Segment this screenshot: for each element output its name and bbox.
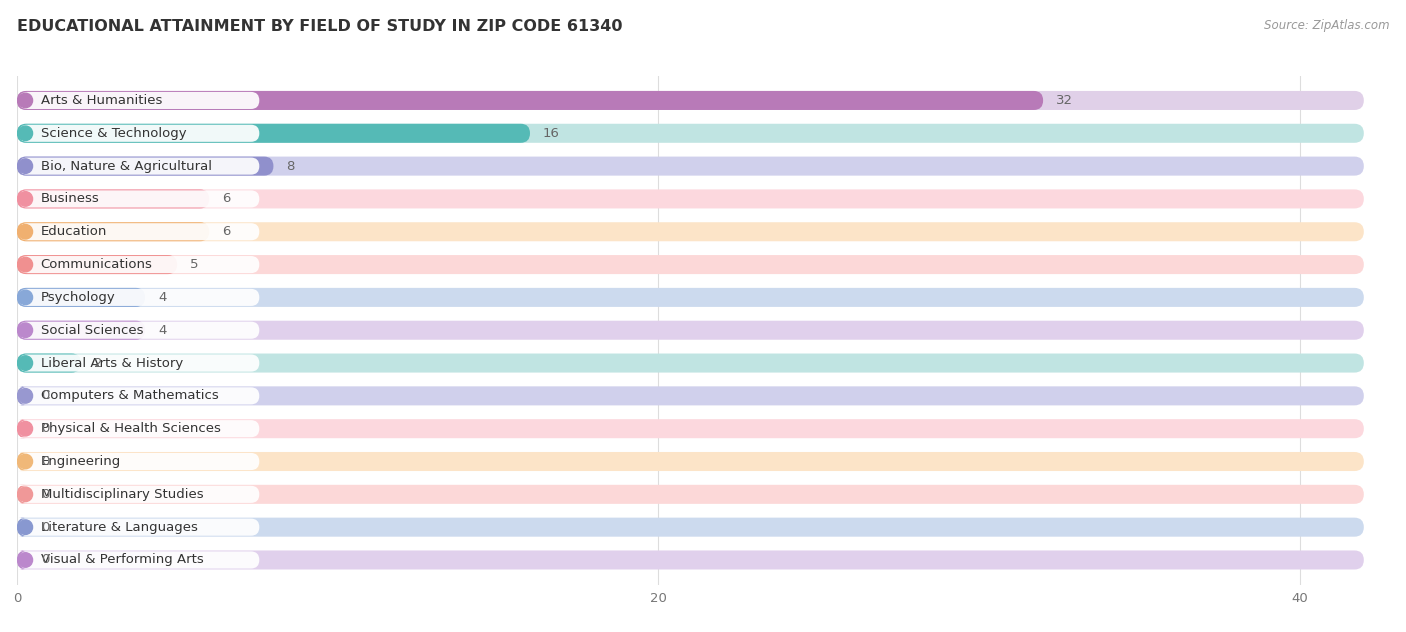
Circle shape xyxy=(18,487,32,502)
FancyBboxPatch shape xyxy=(18,223,259,240)
FancyBboxPatch shape xyxy=(17,518,28,537)
Text: Literature & Languages: Literature & Languages xyxy=(41,521,197,533)
Circle shape xyxy=(18,422,32,436)
FancyBboxPatch shape xyxy=(18,486,259,503)
Text: 4: 4 xyxy=(157,324,166,337)
FancyBboxPatch shape xyxy=(18,256,259,273)
FancyBboxPatch shape xyxy=(17,452,28,471)
Circle shape xyxy=(18,290,32,305)
Text: 6: 6 xyxy=(222,192,231,205)
FancyBboxPatch shape xyxy=(17,157,1364,176)
Circle shape xyxy=(18,356,32,370)
Text: 0: 0 xyxy=(41,422,49,435)
Text: Arts & Humanities: Arts & Humanities xyxy=(41,94,162,107)
FancyBboxPatch shape xyxy=(18,289,259,306)
Text: Source: ZipAtlas.com: Source: ZipAtlas.com xyxy=(1264,19,1389,32)
FancyBboxPatch shape xyxy=(17,255,177,274)
FancyBboxPatch shape xyxy=(18,92,259,109)
FancyBboxPatch shape xyxy=(17,157,273,176)
FancyBboxPatch shape xyxy=(17,320,1364,340)
FancyBboxPatch shape xyxy=(17,550,1364,569)
Text: 8: 8 xyxy=(287,160,295,173)
Text: Engineering: Engineering xyxy=(41,455,121,468)
Circle shape xyxy=(18,520,32,535)
Text: 6: 6 xyxy=(222,225,231,238)
Circle shape xyxy=(18,257,32,272)
Circle shape xyxy=(18,159,32,173)
Text: 0: 0 xyxy=(41,455,49,468)
Text: 0: 0 xyxy=(41,488,49,501)
FancyBboxPatch shape xyxy=(17,518,1364,537)
Text: Multidisciplinary Studies: Multidisciplinary Studies xyxy=(41,488,204,501)
FancyBboxPatch shape xyxy=(17,386,1364,405)
FancyBboxPatch shape xyxy=(17,353,1364,372)
Circle shape xyxy=(18,553,32,568)
Text: 4: 4 xyxy=(157,291,166,304)
FancyBboxPatch shape xyxy=(17,222,209,241)
Text: 0: 0 xyxy=(41,554,49,566)
Circle shape xyxy=(18,224,32,239)
FancyBboxPatch shape xyxy=(17,320,145,340)
FancyBboxPatch shape xyxy=(18,190,259,207)
Text: Physical & Health Sciences: Physical & Health Sciences xyxy=(41,422,221,435)
FancyBboxPatch shape xyxy=(17,550,28,569)
FancyBboxPatch shape xyxy=(17,91,1364,110)
FancyBboxPatch shape xyxy=(17,190,209,209)
Text: Education: Education xyxy=(41,225,107,238)
Text: Communications: Communications xyxy=(41,258,152,271)
Text: Visual & Performing Arts: Visual & Performing Arts xyxy=(41,554,204,566)
FancyBboxPatch shape xyxy=(17,222,1364,241)
FancyBboxPatch shape xyxy=(17,91,1043,110)
Text: 32: 32 xyxy=(1056,94,1073,107)
FancyBboxPatch shape xyxy=(17,255,1364,274)
FancyBboxPatch shape xyxy=(18,157,259,174)
FancyBboxPatch shape xyxy=(17,419,28,438)
FancyBboxPatch shape xyxy=(18,453,259,470)
Circle shape xyxy=(18,389,32,403)
Circle shape xyxy=(18,454,32,469)
Text: Science & Technology: Science & Technology xyxy=(41,127,186,140)
Text: 2: 2 xyxy=(94,356,103,370)
Circle shape xyxy=(18,93,32,107)
FancyBboxPatch shape xyxy=(17,485,1364,504)
FancyBboxPatch shape xyxy=(17,485,28,504)
FancyBboxPatch shape xyxy=(18,322,259,339)
FancyBboxPatch shape xyxy=(17,124,530,143)
Circle shape xyxy=(18,191,32,206)
Text: Bio, Nature & Agricultural: Bio, Nature & Agricultural xyxy=(41,160,211,173)
FancyBboxPatch shape xyxy=(18,387,259,404)
FancyBboxPatch shape xyxy=(18,420,259,437)
Text: Business: Business xyxy=(41,192,100,205)
FancyBboxPatch shape xyxy=(17,452,1364,471)
Text: 0: 0 xyxy=(41,521,49,533)
Text: 16: 16 xyxy=(543,127,560,140)
FancyBboxPatch shape xyxy=(18,552,259,569)
Text: Liberal Arts & History: Liberal Arts & History xyxy=(41,356,183,370)
Circle shape xyxy=(18,323,32,337)
FancyBboxPatch shape xyxy=(17,190,1364,209)
FancyBboxPatch shape xyxy=(17,353,82,372)
FancyBboxPatch shape xyxy=(18,519,259,536)
FancyBboxPatch shape xyxy=(18,125,259,142)
Text: Psychology: Psychology xyxy=(41,291,115,304)
FancyBboxPatch shape xyxy=(18,355,259,372)
Text: Computers & Mathematics: Computers & Mathematics xyxy=(41,389,218,403)
Text: 5: 5 xyxy=(190,258,198,271)
Text: 0: 0 xyxy=(41,389,49,403)
FancyBboxPatch shape xyxy=(17,419,1364,438)
Text: EDUCATIONAL ATTAINMENT BY FIELD OF STUDY IN ZIP CODE 61340: EDUCATIONAL ATTAINMENT BY FIELD OF STUDY… xyxy=(17,19,623,34)
FancyBboxPatch shape xyxy=(17,386,28,405)
FancyBboxPatch shape xyxy=(17,124,1364,143)
Text: Social Sciences: Social Sciences xyxy=(41,324,143,337)
Circle shape xyxy=(18,126,32,140)
FancyBboxPatch shape xyxy=(17,288,145,307)
FancyBboxPatch shape xyxy=(17,288,1364,307)
